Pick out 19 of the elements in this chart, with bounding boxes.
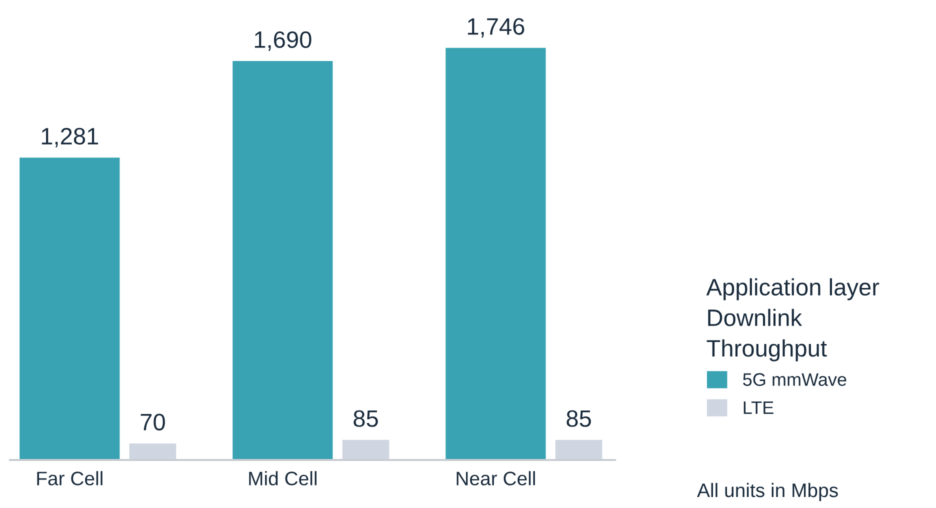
text: All units in Mbps [697,482,838,502]
legend-label: LTE [744,401,774,414]
bar [342,440,390,460]
bar [129,443,176,460]
x-tick-label: Mid Cell [249,471,316,486]
data-label: 1,746 [468,18,524,38]
bar [232,61,333,460]
x-tick-label: Near Cell [456,471,535,486]
data-label: 85 [354,410,378,427]
x-tick-label: Far Cell [37,471,102,486]
data-label: 70 [140,414,165,430]
data-label: 85 [566,410,591,427]
bar [555,440,602,460]
data-label: 1,690 [254,31,312,51]
bar [446,48,546,460]
bar [20,158,120,460]
legend-title: Application layer Downlink Throughput [706,278,880,362]
data-label: 1,281 [42,128,98,148]
legend-label: 5G mmWave [743,373,846,386]
